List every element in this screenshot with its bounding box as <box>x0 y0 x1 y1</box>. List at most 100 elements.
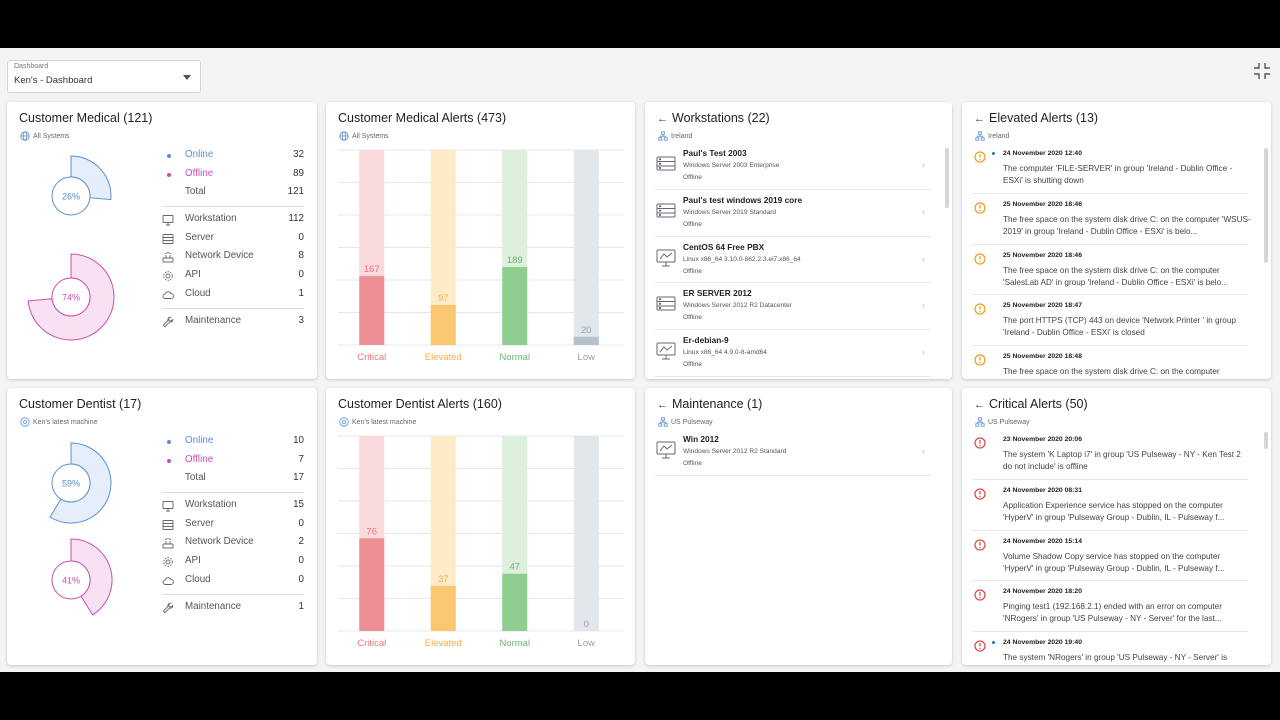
cloud-icon <box>162 291 174 299</box>
router-icon <box>162 252 174 263</box>
card-subtitle: Ireland <box>975 131 1009 141</box>
list-item[interactable]: Paul's test windows 2019 core Windows Ser… <box>655 190 931 237</box>
online-donut-chart: 26% <box>51 155 112 216</box>
caret-down-icon <box>183 75 191 80</box>
alert-item[interactable]: 24 November 2020 19:40 The system 'NRoger… <box>972 632 1248 665</box>
back-arrow-icon[interactable]: ← <box>657 113 668 125</box>
alert-date: 24 November 2020 12:40 <box>1003 150 1082 157</box>
alert-item[interactable]: 24 November 2020 08:31 Application Experi… <box>972 480 1248 531</box>
back-arrow-icon[interactable]: ← <box>974 399 985 411</box>
alert-text: The system 'K Laptop i7' in group 'US Pu… <box>1003 450 1241 471</box>
card-subtitle-text: All Systems <box>33 132 70 140</box>
cloud-row[interactable]: Cloud 0 <box>162 571 304 590</box>
maintenance-row[interactable]: Maintenance 1 <box>162 598 304 617</box>
back-arrow-icon[interactable]: ← <box>657 399 668 411</box>
network-device-label: Network Device <box>185 250 254 262</box>
total-label: Total <box>185 186 206 198</box>
bar-critical[interactable] <box>359 538 385 631</box>
alert-item[interactable]: 25 November 2020 18:46 The free space on … <box>972 194 1251 245</box>
medical-alerts-card: Customer Medical Alerts (473) All System… <box>326 102 635 379</box>
alert-text: Pinging test1 (192.168.2.1) ended with a… <box>1003 602 1222 624</box>
alert-text: The computer 'FILE-SERVER' in group 'Ire… <box>1003 164 1233 185</box>
offline-row[interactable]: Offline 7 <box>162 451 304 470</box>
gear-icon <box>163 271 173 281</box>
maintenance-row[interactable]: Maintenance 3 <box>162 312 304 331</box>
scrollbar[interactable] <box>1264 432 1268 449</box>
alert-item[interactable]: 24 November 2020 15:14 Volume Shadow Copy… <box>972 531 1248 582</box>
list-item[interactable]: ER SERVER 2012 Windows Server 2012 R2 Dat… <box>655 283 931 331</box>
card-title-text: Workstations (22) <box>672 111 770 125</box>
list-item[interactable]: CentOS 64 Free PBX Linux x86_64 3.10.0-86… <box>655 237 931 284</box>
category-label: Low <box>578 352 596 363</box>
online-row[interactable]: Online 10 <box>162 432 304 451</box>
card-title: ← Maintenance (1) <box>657 397 762 411</box>
network-device-value: 8 <box>298 250 304 262</box>
collapse-icon[interactable] <box>1253 62 1271 80</box>
alert-date: 25 November 2020 18:46 <box>1003 200 1082 208</box>
total-value: 17 <box>293 472 304 484</box>
customer-dentist-card: Customer Dentist (17) Ken's latest machi… <box>7 388 317 665</box>
device-os: Windows Server 2012 R2 Datacenter <box>683 302 792 310</box>
server-row[interactable]: Server 0 <box>162 229 304 248</box>
card-subtitle-text: US Pulseway <box>671 418 713 426</box>
device-name: Paul's test windows 2019 core <box>683 194 803 205</box>
api-row[interactable]: API 0 <box>162 552 304 571</box>
list-item[interactable]: Paul's Test 2003 Windows Server 2003 Ente… <box>655 143 931 190</box>
workstation-row[interactable]: Workstation 112 <box>162 210 304 229</box>
server-row[interactable]: Server 0 <box>162 515 304 534</box>
scrollbar[interactable] <box>1264 148 1268 263</box>
workstations-card: ← Workstations (22) Ireland Paul's Test 2… <box>645 102 952 379</box>
device-os: Windows Server 2019 Standard <box>683 208 777 216</box>
network-device-row[interactable]: Network Device 2 <box>162 533 304 552</box>
offline-label: Offline <box>185 167 214 179</box>
alert-item[interactable]: 25 November 2020 18:46 The free space on … <box>972 245 1248 296</box>
bar-low[interactable] <box>573 336 599 345</box>
alert-item[interactable]: 23 November 2020 20:06 The system 'K Lapt… <box>972 429 1248 480</box>
list-item[interactable]: Er-debian-9 Linux x86_64 4.9.0-8-amd64 Off… <box>655 330 931 377</box>
alert-item[interactable]: 25 November 2020 18:47 The port HTTPS (TC… <box>972 295 1248 347</box>
alert-item[interactable]: 24 November 2020 12:40 The computer 'FILE… <box>972 143 1248 194</box>
alert-date: 25 November 2020 18:46 <box>1003 251 1082 259</box>
list-item[interactable]: Win 2012 Windows Server 2012 R2 Standard O… <box>655 429 931 476</box>
card-title: Customer Medical Alerts (473) <box>338 111 507 125</box>
bar-elevated[interactable] <box>430 585 456 631</box>
scrollbar[interactable] <box>945 148 949 208</box>
offline-value: 7 <box>298 453 304 465</box>
back-arrow-icon[interactable]: ← <box>974 113 985 125</box>
gear-icon <box>163 557 173 567</box>
alert-text: The free space on the system disk drive … <box>1003 367 1220 377</box>
dashboard-selector-value: Ken's - Dashboard <box>14 75 93 86</box>
bar-value-label: 167 <box>364 264 380 275</box>
cloud-row[interactable]: Cloud 1 <box>162 285 304 304</box>
online-dot-icon <box>167 154 171 158</box>
bar-value-label: 20 <box>581 325 592 336</box>
alert-item[interactable]: 24 November 2020 18:20 Pinging test1 (192… <box>972 581 1248 633</box>
workstation-label: Workstation <box>185 499 237 511</box>
card-subtitle-text: Ireland <box>988 132 1010 140</box>
maintenance-label: Maintenance <box>185 600 242 612</box>
bar-track-low <box>573 150 599 345</box>
offline-row[interactable]: Offline 89 <box>162 165 304 184</box>
offline-donut-chart: 41% <box>51 538 113 616</box>
dashboard-selector[interactable]: Dashboard Ken's - Dashboard <box>7 60 201 93</box>
bar-normal[interactable] <box>502 267 528 345</box>
network-device-row[interactable]: Network Device 8 <box>162 247 304 266</box>
alert-item[interactable]: 25 November 2020 18:48 The free space on … <box>972 346 1248 379</box>
online-row[interactable]: Online 32 <box>162 146 304 165</box>
api-row[interactable]: API 0 <box>162 266 304 285</box>
bar-normal[interactable] <box>502 573 528 631</box>
critical-icon <box>974 589 986 602</box>
alert-text: The system 'NRogers' in group 'US Pulsew… <box>1003 653 1228 663</box>
offline-dot-icon <box>167 172 171 177</box>
server-label: Server <box>185 517 214 529</box>
server-icon <box>656 156 676 171</box>
bar-elevated[interactable] <box>430 305 456 345</box>
unread-dot-icon <box>992 152 995 155</box>
card-subtitle-text: Ireland <box>671 132 693 140</box>
bar-critical[interactable] <box>359 276 385 345</box>
device-status: Offline <box>683 267 702 275</box>
online-donut-chart: 59% <box>49 442 112 524</box>
device-os: Windows Server 2003 Enterprise <box>683 162 780 169</box>
card-subtitle: Ireland <box>658 131 692 141</box>
workstation-row[interactable]: Workstation 15 <box>162 496 304 515</box>
